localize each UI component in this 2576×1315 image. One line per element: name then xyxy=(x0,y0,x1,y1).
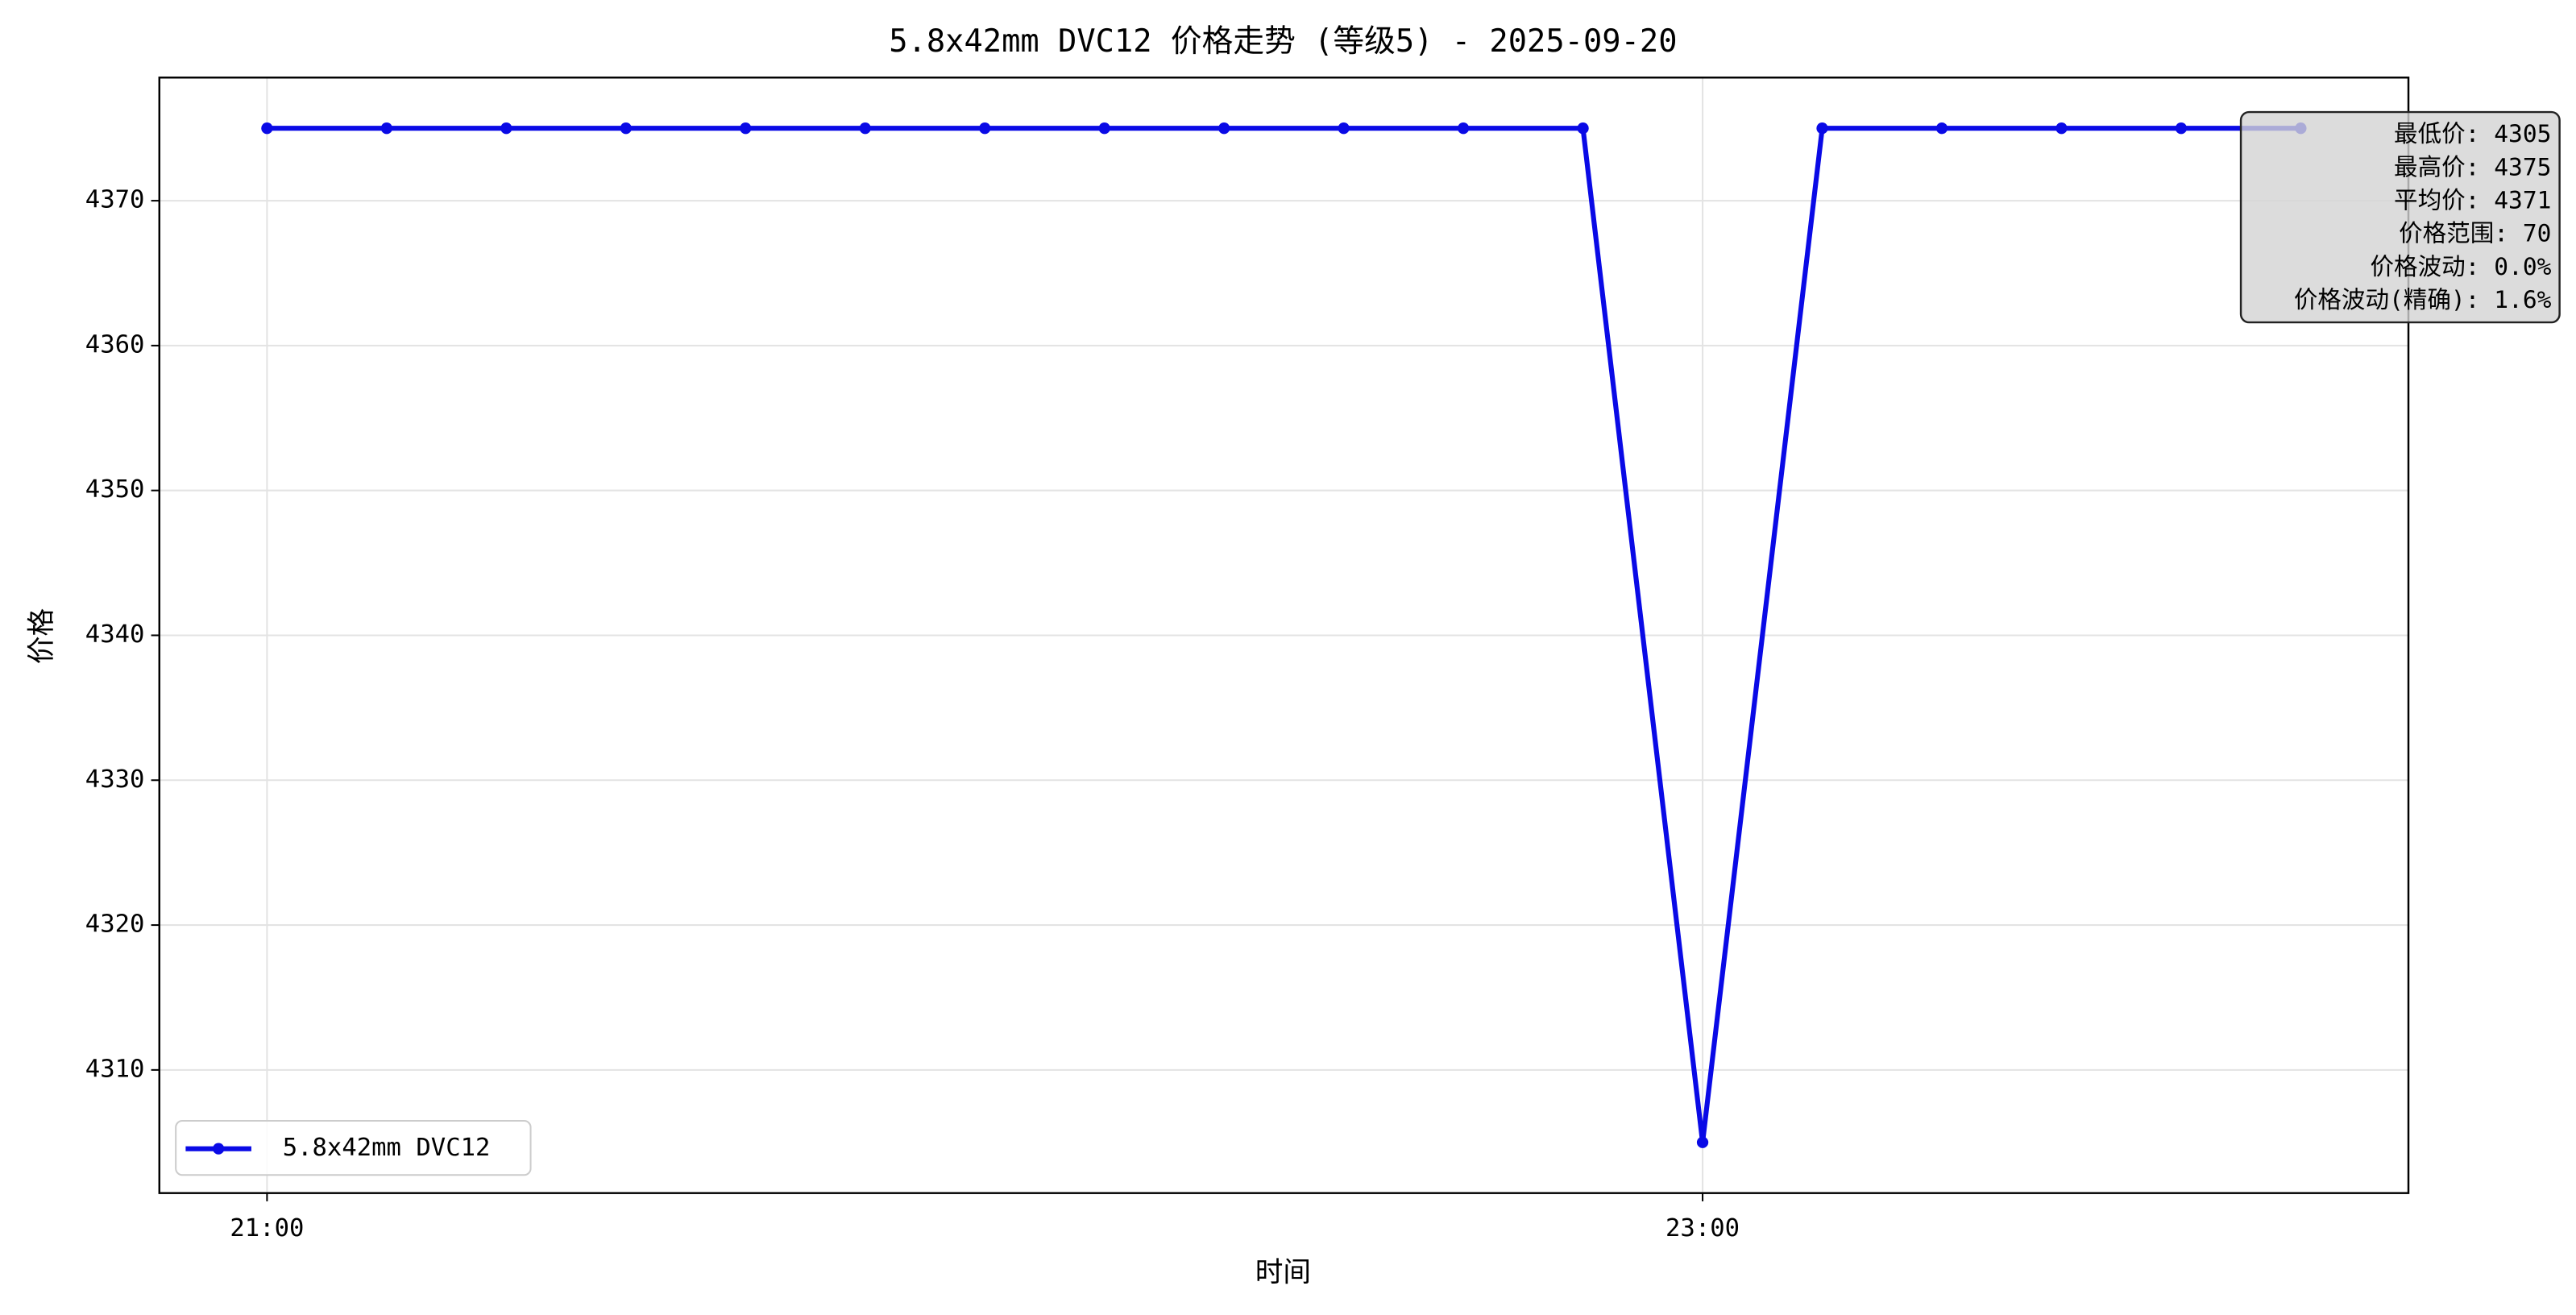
data-point xyxy=(859,122,871,135)
y-tick-label: 4310 xyxy=(85,1055,145,1083)
data-point xyxy=(2055,122,2068,135)
y-tick-label: 4320 xyxy=(85,911,145,939)
data-point xyxy=(620,122,632,135)
stats-line: 最高价: 4375 xyxy=(2394,153,2551,180)
legend-marker xyxy=(213,1143,225,1155)
stats-line: 最低价: 4305 xyxy=(2394,120,2551,147)
data-point xyxy=(2175,122,2188,135)
data-point xyxy=(1816,122,1828,135)
data-point xyxy=(1457,122,1470,135)
stats-line: 价格波动: 0.0% xyxy=(2370,253,2551,280)
data-point xyxy=(1696,1136,1709,1148)
y-tick-label: 4370 xyxy=(85,186,145,214)
data-point xyxy=(261,122,273,135)
data-point xyxy=(1935,122,1948,135)
y-axis-label: 价格 xyxy=(26,608,58,664)
data-point xyxy=(1577,122,1589,135)
data-point xyxy=(740,122,752,135)
data-line xyxy=(267,126,2301,1143)
stats-line: 价格波动(精确): 1.6% xyxy=(2294,286,2552,313)
data-point xyxy=(380,122,393,135)
x-tick-label: 21:00 xyxy=(230,1214,304,1242)
plot-frame xyxy=(158,77,2410,1194)
data-point xyxy=(500,122,512,135)
chart-title: 5.8x42mm DVC12 价格走势 (等级5) - 2025-09-20 xyxy=(889,23,1677,60)
stats-line: 价格范围: 70 xyxy=(2399,220,2551,247)
data-point xyxy=(1338,122,1350,135)
data-point xyxy=(1218,122,1230,135)
y-tick-label: 4330 xyxy=(85,765,145,794)
y-tick-label: 4340 xyxy=(85,620,145,649)
y-tick-label: 4360 xyxy=(85,330,145,359)
data-point xyxy=(979,122,991,135)
legend-label: 5.8x42mm DVC12 xyxy=(283,1134,491,1162)
stats-box xyxy=(2239,110,2561,324)
x-axis-label: 时间 xyxy=(1255,1257,1311,1289)
legend-box xyxy=(175,1119,532,1176)
data-point xyxy=(1098,122,1110,135)
y-tick-label: 4350 xyxy=(85,475,145,504)
stats-line: 平均价: 4371 xyxy=(2394,187,2551,214)
x-tick-label: 23:00 xyxy=(1665,1214,1740,1242)
